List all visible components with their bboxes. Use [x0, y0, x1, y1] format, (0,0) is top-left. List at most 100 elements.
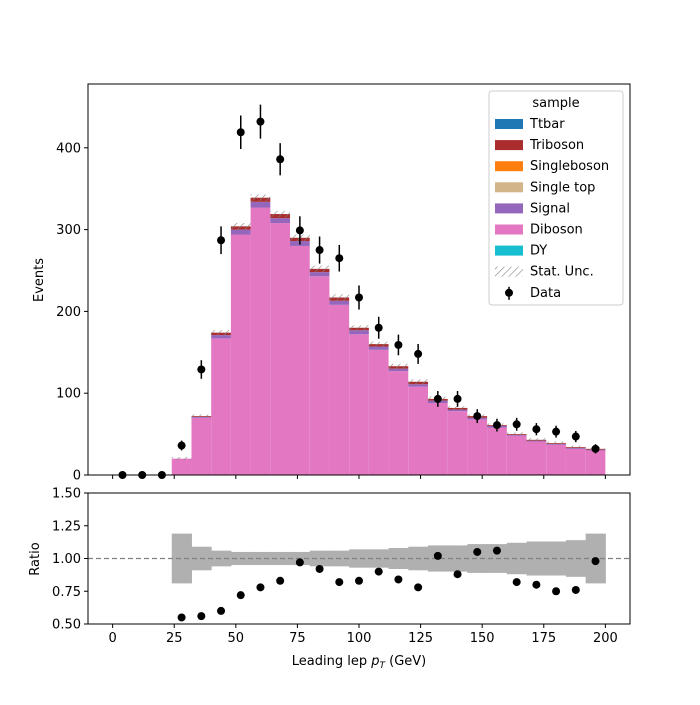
stat-unc-band [408, 379, 428, 385]
bar-diboson [270, 223, 291, 475]
data-points [118, 104, 600, 479]
data-point [433, 394, 442, 403]
legend-label: Signal [530, 201, 570, 216]
bar-signal [329, 300, 350, 305]
bar-diboson [230, 234, 251, 475]
legend-swatch [495, 224, 523, 235]
bar-signal [368, 346, 389, 350]
ratio-unc-segment [388, 548, 409, 569]
stat-unc-band [506, 432, 527, 436]
stat-unc-band [546, 441, 566, 445]
bar-diboson [467, 419, 488, 475]
data-point [217, 236, 226, 245]
bar-diboson [565, 448, 586, 475]
y-tick-label: 400 [56, 141, 81, 156]
ratio-point [335, 578, 344, 587]
stat-unc-band [250, 194, 271, 201]
legend-swatch [495, 203, 523, 214]
x-tick-label: 25 [166, 631, 183, 646]
y-axis-label-ratio: Ratio [28, 542, 43, 575]
legend-label: Singleboson [530, 159, 609, 174]
data-point [552, 427, 561, 436]
legend-swatch [495, 119, 523, 129]
bar-signal [250, 201, 271, 208]
data-point [374, 323, 383, 332]
legend-label: Stat. Unc. [530, 265, 594, 280]
ratio-plot: 0 25 50 75 100 125 150 175 200 0.50 0.75 1.00 1.25 1.… [52, 487, 631, 646]
legend-swatch [495, 140, 523, 151]
data-point [571, 432, 580, 441]
bar-diboson [585, 450, 606, 475]
bar-diboson [546, 444, 566, 475]
legend-label: Triboson [529, 138, 584, 153]
ratio-unc-segment [349, 549, 370, 568]
stat-unc-band [329, 294, 350, 301]
data-point [414, 349, 423, 358]
bar-diboson [368, 349, 389, 475]
data-point [453, 394, 462, 403]
ratio-point [217, 606, 226, 615]
data-point [591, 444, 600, 453]
y-tick-label: 1.00 [52, 552, 81, 567]
bar-diboson [526, 441, 547, 475]
data-point [177, 441, 186, 450]
legend-label: Ttbar [529, 117, 565, 132]
y-tick-label: 0.75 [52, 585, 81, 600]
data-point [236, 128, 245, 137]
bar-signal [388, 368, 409, 372]
legend-label: Diboson [530, 223, 583, 238]
y-tick-label: 0.50 [52, 618, 81, 633]
bar-diboson [427, 403, 448, 475]
y-tick-label: 1.50 [52, 487, 81, 502]
data-point [197, 365, 206, 374]
stat-unc-band [211, 330, 231, 336]
legend-swatch-stat-unc [495, 266, 523, 277]
bar-signal [230, 229, 251, 235]
legend-label: Single top [530, 180, 595, 195]
stat-unc-band [309, 265, 330, 273]
legend-swatch [495, 182, 523, 193]
stat-unc-band [349, 325, 369, 331]
ratio-unc-segment [467, 544, 488, 573]
x-tick-label: 150 [470, 631, 495, 646]
stat-unc-band [388, 363, 409, 369]
ratio-point [256, 583, 265, 592]
ratio-point [295, 558, 304, 567]
ratio-point [276, 576, 285, 585]
bar-diboson [309, 276, 330, 475]
bar-diboson [447, 411, 468, 475]
ratio-point [512, 578, 521, 587]
bar-signal [447, 409, 468, 412]
bar-signal [211, 335, 231, 339]
ratio-point [532, 580, 541, 589]
bar-diboson [211, 338, 231, 475]
ratio-unc-segment [211, 550, 232, 567]
x-tick-label: 0 [108, 631, 116, 646]
ratio-point [355, 576, 363, 585]
ratio-points [177, 546, 600, 622]
ratio-point [473, 547, 482, 556]
y-tick-label: 0 [73, 469, 81, 484]
y-axis-label-events: Events [32, 258, 47, 302]
data-point [256, 117, 265, 126]
x-axis-label: Leading lep pT (GeV) [292, 654, 426, 671]
legend-swatch [495, 161, 523, 172]
stat-unc-band [191, 414, 212, 418]
data-point [295, 226, 304, 235]
y-tick-label: 200 [56, 305, 81, 320]
bar-diboson [290, 245, 310, 475]
bar-diboson [487, 427, 507, 475]
ratio-point [177, 613, 186, 622]
stat-unc-band [171, 457, 192, 461]
bar-diboson [349, 334, 369, 475]
y-tick-label: 100 [56, 387, 81, 402]
bar-signal [309, 272, 330, 277]
legend-label: Data [530, 286, 561, 301]
x-tick-label: 200 [593, 631, 618, 646]
legend-label: DY [530, 244, 547, 259]
y-tick-label: 300 [56, 223, 81, 238]
legend-title: sample [532, 96, 579, 111]
ratio-point [394, 575, 403, 584]
stat-unc-band [230, 223, 251, 230]
ratio-point [453, 570, 462, 579]
